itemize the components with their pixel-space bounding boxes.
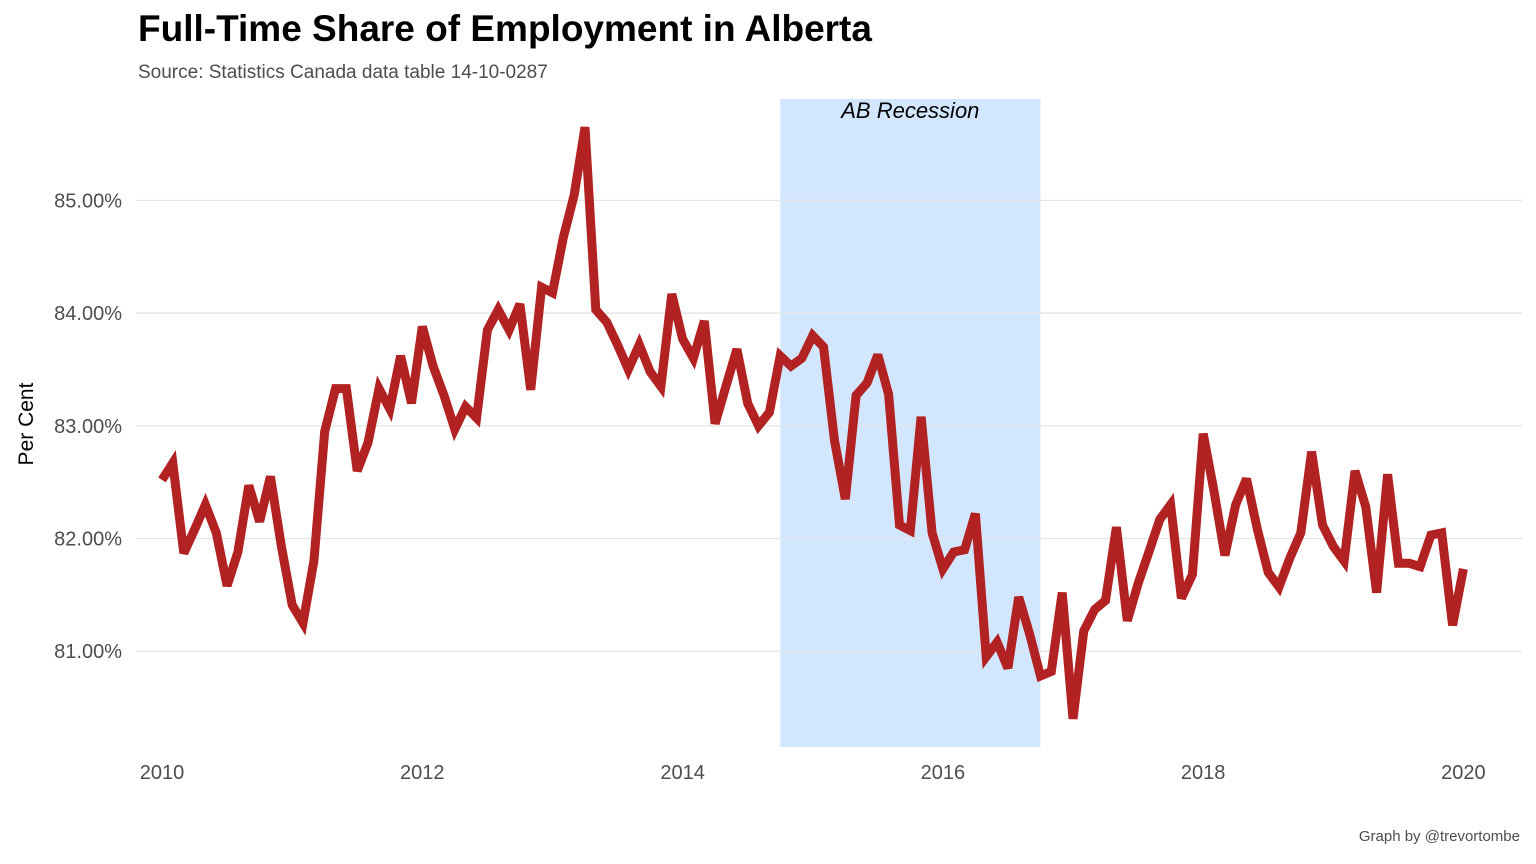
y-tick-label: 81.00% (54, 641, 122, 663)
y-tick-label: 82.00% (54, 529, 122, 551)
y-tick-label: 85.00% (54, 190, 122, 212)
y-tick-label: 84.00% (54, 303, 122, 325)
x-axis-tick-labels: 2010 2012 2014 2016 2018 2020 (140, 762, 1486, 784)
y-axis-label: Per Cent (15, 382, 38, 465)
x-tick-label: 2016 (921, 762, 966, 784)
x-tick-label: 2020 (1441, 762, 1486, 784)
chart-caption: Graph by @trevortombe (1358, 828, 1520, 845)
x-tick-label: 2010 (140, 762, 185, 784)
x-tick-label: 2012 (400, 762, 445, 784)
recession-label: AB Recession (839, 98, 979, 123)
chart-subtitle: Source: Statistics Canada data table 14-… (138, 62, 548, 83)
x-tick-label: 2014 (660, 762, 705, 784)
full-time-share-line (158, 126, 1468, 720)
series-line-layer (158, 126, 1468, 720)
chart-title: Full-Time Share of Employment in Alberta (138, 8, 872, 49)
x-tick-label: 2018 (1181, 762, 1226, 784)
recession-label-layer: AB Recession (839, 98, 979, 123)
y-axis-tick-labels: 81.00% 82.00% 83.00% 84.00% 85.00% (54, 190, 122, 663)
y-tick-label: 83.00% (54, 416, 122, 438)
